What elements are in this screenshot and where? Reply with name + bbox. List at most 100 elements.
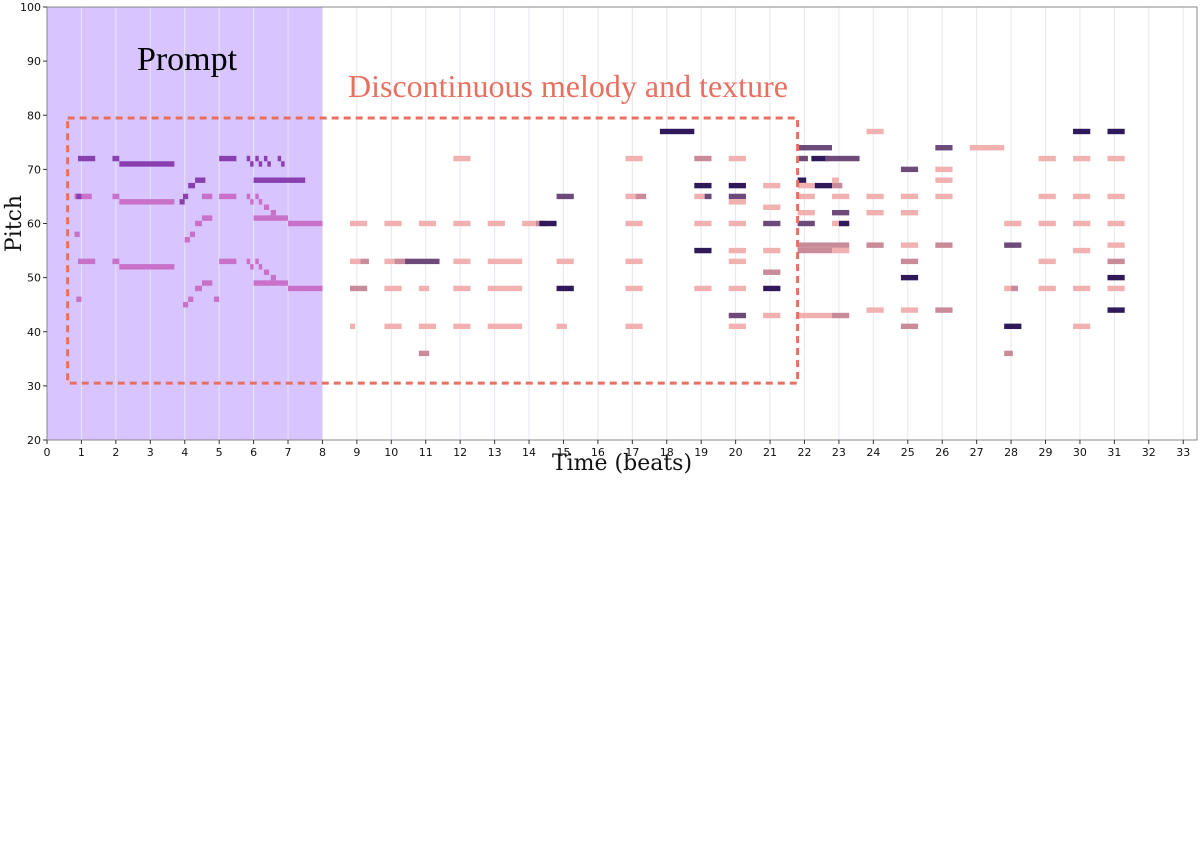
- x-tick-label: 23: [832, 446, 846, 459]
- note: [258, 264, 263, 270]
- note: [246, 258, 251, 265]
- note: [1004, 323, 1022, 330]
- note: [556, 258, 574, 265]
- note: [384, 220, 402, 227]
- note: [1107, 274, 1125, 281]
- prompt-label: Prompt: [137, 41, 238, 78]
- note: [1004, 350, 1013, 357]
- note: [253, 280, 289, 286]
- note: [384, 258, 402, 265]
- note: [832, 247, 850, 254]
- note: [255, 258, 259, 265]
- note: [866, 307, 884, 313]
- note: [556, 193, 574, 200]
- note: [659, 128, 695, 135]
- annotation-label: Discontinuous melody and texture: [348, 68, 788, 104]
- x-tick-label: 29: [1039, 446, 1053, 459]
- note: [900, 209, 919, 216]
- note: [556, 285, 574, 292]
- note: [832, 193, 850, 200]
- note: [694, 182, 712, 189]
- note: [1038, 193, 1056, 200]
- note: [763, 247, 781, 254]
- y-tick-label: 100: [20, 1, 41, 14]
- note: [195, 177, 206, 183]
- note: [288, 220, 323, 227]
- x-tick-label: 19: [694, 446, 708, 459]
- note: [728, 258, 746, 265]
- note: [797, 177, 807, 183]
- note: [487, 220, 505, 227]
- note: [1107, 155, 1125, 162]
- x-tick-label: 22: [797, 446, 811, 459]
- note: [694, 155, 712, 162]
- note: [900, 274, 919, 281]
- note: [453, 323, 471, 330]
- note: [453, 155, 471, 162]
- note: [195, 220, 202, 227]
- note: [384, 285, 402, 292]
- note: [183, 193, 189, 200]
- x-tick-label: 11: [419, 446, 433, 459]
- note: [763, 182, 781, 189]
- note: [384, 323, 402, 330]
- y-tick-label: 90: [27, 55, 41, 68]
- note: [263, 269, 270, 275]
- x-tick-label: 13: [488, 446, 502, 459]
- y-tick-label: 50: [27, 272, 41, 285]
- note: [1073, 220, 1091, 227]
- note: [189, 231, 196, 238]
- note: [1038, 258, 1056, 265]
- note: [935, 307, 953, 313]
- note: [250, 161, 254, 167]
- x-tick-label: 25: [901, 446, 915, 459]
- x-tick-label: 31: [1107, 446, 1121, 459]
- note: [253, 215, 289, 221]
- note: [119, 161, 175, 167]
- note: [349, 220, 368, 227]
- note: [1107, 285, 1125, 292]
- note: [728, 193, 746, 200]
- x-tick-label: 20: [729, 446, 743, 459]
- note: [1038, 285, 1056, 292]
- note: [487, 258, 523, 265]
- x-tick-label: 0: [44, 446, 51, 459]
- note: [556, 323, 567, 330]
- note: [814, 182, 833, 189]
- note: [394, 258, 409, 265]
- note: [453, 258, 471, 265]
- note: [1073, 155, 1091, 162]
- x-tick-label: 12: [453, 446, 467, 459]
- note: [1004, 242, 1022, 248]
- note: [797, 155, 808, 162]
- note: [969, 145, 1005, 151]
- note: [625, 323, 643, 330]
- note: [255, 155, 259, 162]
- note: [635, 193, 647, 200]
- note: [625, 193, 640, 200]
- x-axis-label: Time (beats): [552, 451, 692, 476]
- x-tick-label: 6: [250, 446, 257, 459]
- note: [866, 242, 884, 248]
- note: [1073, 323, 1091, 330]
- note: [811, 155, 829, 162]
- note: [694, 285, 712, 292]
- x-tick-label: 9: [353, 446, 360, 459]
- note: [349, 323, 356, 330]
- note: [797, 145, 833, 151]
- note: [188, 182, 196, 189]
- note: [349, 258, 361, 265]
- note: [728, 285, 746, 292]
- note: [1073, 285, 1091, 292]
- note: [270, 209, 276, 216]
- note: [935, 193, 953, 200]
- y-tick-label: 60: [27, 218, 41, 231]
- note: [763, 269, 781, 275]
- note: [246, 155, 251, 162]
- note: [213, 296, 220, 302]
- x-tick-label: 21: [763, 446, 777, 459]
- note: [728, 247, 746, 254]
- note: [832, 312, 850, 319]
- x-tick-label: 1: [78, 446, 85, 459]
- note: [1107, 242, 1125, 248]
